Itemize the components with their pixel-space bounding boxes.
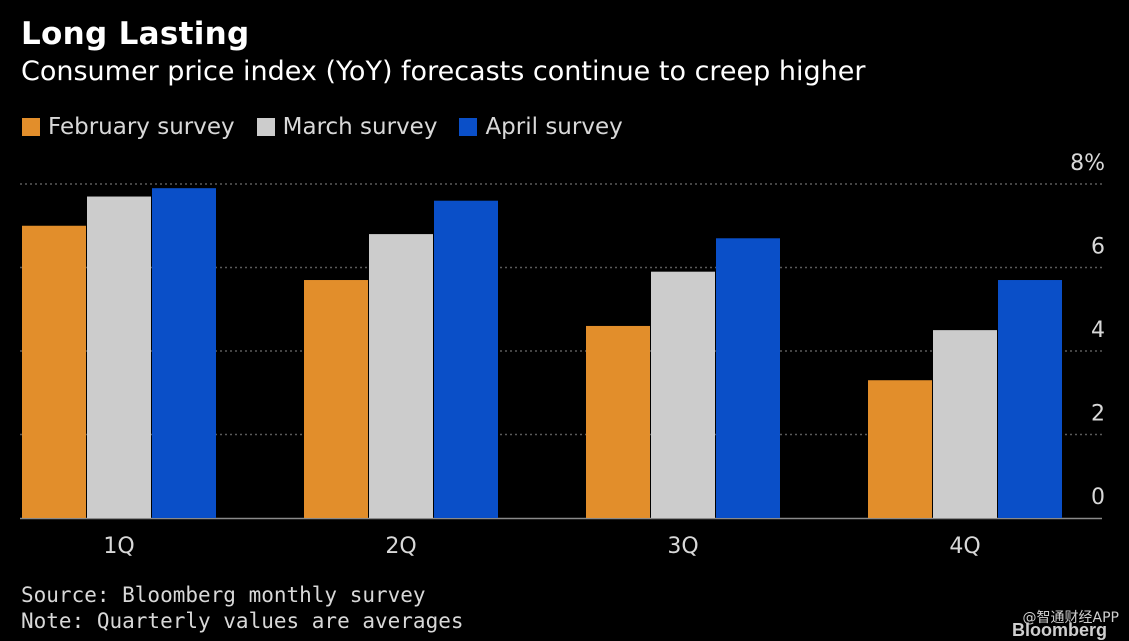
bar-1Q-february: [22, 225, 86, 518]
legend-swatch-april: [459, 118, 478, 136]
legend-swatch-march: [256, 118, 275, 136]
y-tick-label: 6: [1091, 235, 1105, 260]
chart-title: Long Lasting: [21, 16, 250, 52]
bar-4Q-march: [933, 330, 997, 518]
bar-1Q-march: [87, 196, 151, 518]
legend-item-april: April survey: [459, 114, 623, 140]
bar-3Q-march: [651, 271, 715, 518]
legend-swatch-february: [22, 118, 40, 136]
footnote: Note: Quarterly values are averages: [21, 609, 464, 633]
watermark: @智通财经APP: [1022, 610, 1119, 626]
bar-2Q-april: [434, 200, 498, 518]
bar-1Q-april: [152, 188, 216, 519]
legend-item-march: March survey: [256, 114, 438, 140]
bar-4Q-february: [868, 380, 932, 518]
legend-item-february: February survey: [22, 114, 235, 140]
y-tick-label: 2: [1091, 402, 1105, 427]
source-note: Source: Bloomberg monthly survey: [21, 583, 426, 607]
legend: February survey March survey April surve…: [22, 114, 645, 140]
y-tick-label: 8%: [1070, 151, 1105, 176]
bars-layer: [22, 188, 1062, 519]
brand-logo: Bloomberg: [1011, 620, 1107, 640]
x-tick-label: 3Q: [667, 534, 698, 559]
legend-label-february: February survey: [48, 114, 235, 140]
x-tick-label: 4Q: [949, 534, 980, 559]
y-tick-label: 4: [1091, 318, 1105, 343]
x-tick-label: 2Q: [385, 534, 416, 559]
chart-subtitle: Consumer price index (YoY) forecasts con…: [21, 56, 866, 87]
legend-label-march: March survey: [282, 114, 438, 140]
legend-label-april: April survey: [485, 114, 623, 140]
y-tick-label: 0: [1091, 485, 1105, 510]
x-tick-label: 1Q: [103, 534, 134, 559]
bar-3Q-february: [586, 325, 650, 518]
bar-2Q-february: [304, 280, 368, 518]
bar-2Q-march: [369, 234, 433, 518]
labels-layer: 0 2 4 6 8% 1Q 2Q 3Q 4Q: [103, 151, 1105, 559]
bar-4Q-april: [998, 280, 1062, 518]
bar-3Q-april: [716, 238, 780, 518]
